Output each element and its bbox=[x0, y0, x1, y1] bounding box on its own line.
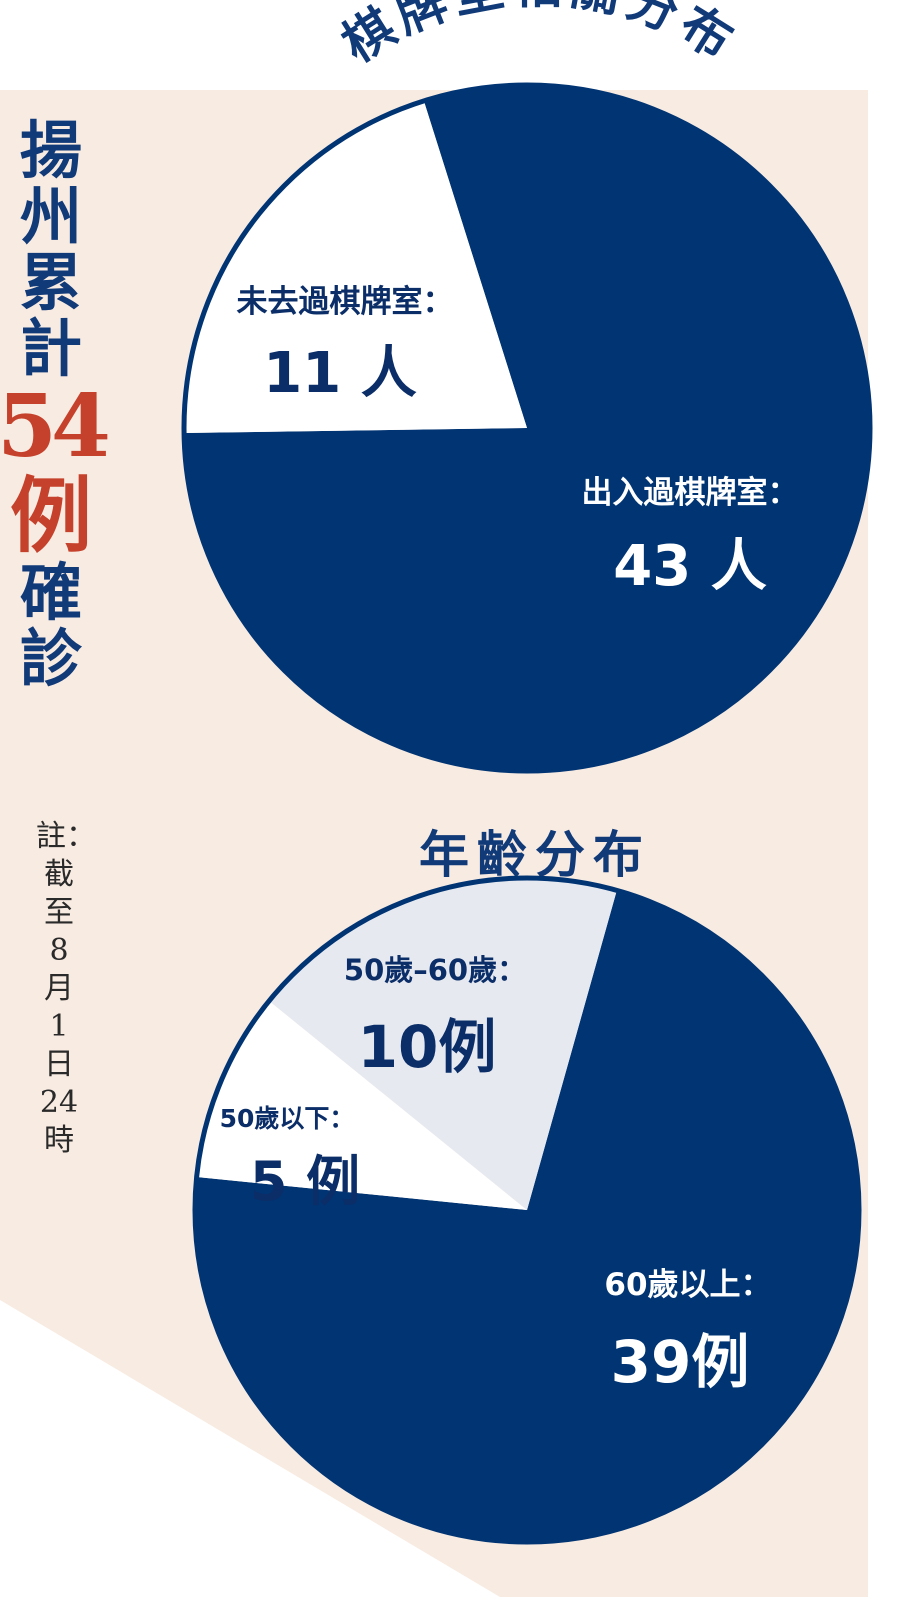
total-count: 54 bbox=[0, 376, 111, 477]
pie-chart-age: 60歲以上： 39例 50歲以下： 5 例 50歲–60歲： 10例 bbox=[192, 875, 862, 1545]
pie-chart-venue: 出入過棋牌室： 43 人 未去過棋牌室： 11 人 bbox=[181, 82, 873, 774]
total-unit: 例 bbox=[9, 468, 92, 564]
pie-slice bbox=[195, 890, 859, 1542]
pie-slice bbox=[269, 878, 617, 1210]
chart-title-venue: 棋牌室相關分布 bbox=[332, 0, 748, 74]
slice-label: 50歲–60歲： bbox=[344, 953, 526, 987]
title-char: 計 bbox=[19, 312, 82, 385]
slice-value-label: 11 人 bbox=[263, 341, 416, 406]
slice-value-label: 5 例 bbox=[250, 1150, 360, 1213]
title-char: 揚 bbox=[19, 114, 82, 187]
vertical-title: 揚 州 累 計 54 例 確 診 bbox=[0, 114, 111, 695]
pie-outline bbox=[181, 82, 873, 774]
title-char: 診 bbox=[19, 622, 82, 695]
pie-outline bbox=[192, 875, 862, 1545]
title-char: 累 bbox=[19, 246, 82, 319]
pie-slice bbox=[184, 100, 527, 433]
slice-label: 未去過棋牌室： bbox=[237, 284, 454, 320]
title-char: 州 bbox=[19, 180, 82, 253]
footnote: 註：截至8月1日24時 bbox=[36, 819, 96, 1158]
slice-value-label: 39例 bbox=[611, 1328, 750, 1396]
title-char: 確 bbox=[19, 556, 82, 629]
chart-title-age: 年齡分布 bbox=[419, 825, 651, 884]
slice-label: 50歲以下： bbox=[220, 1104, 355, 1133]
slice-label: 出入過棋牌室： bbox=[582, 475, 799, 511]
slice-value-label: 10例 bbox=[358, 1013, 497, 1081]
pie-slice bbox=[196, 1000, 528, 1210]
pie-slice bbox=[184, 85, 871, 772]
slice-value-label: 43 人 bbox=[613, 534, 766, 599]
slice-label: 60歲以上： bbox=[604, 1267, 771, 1303]
